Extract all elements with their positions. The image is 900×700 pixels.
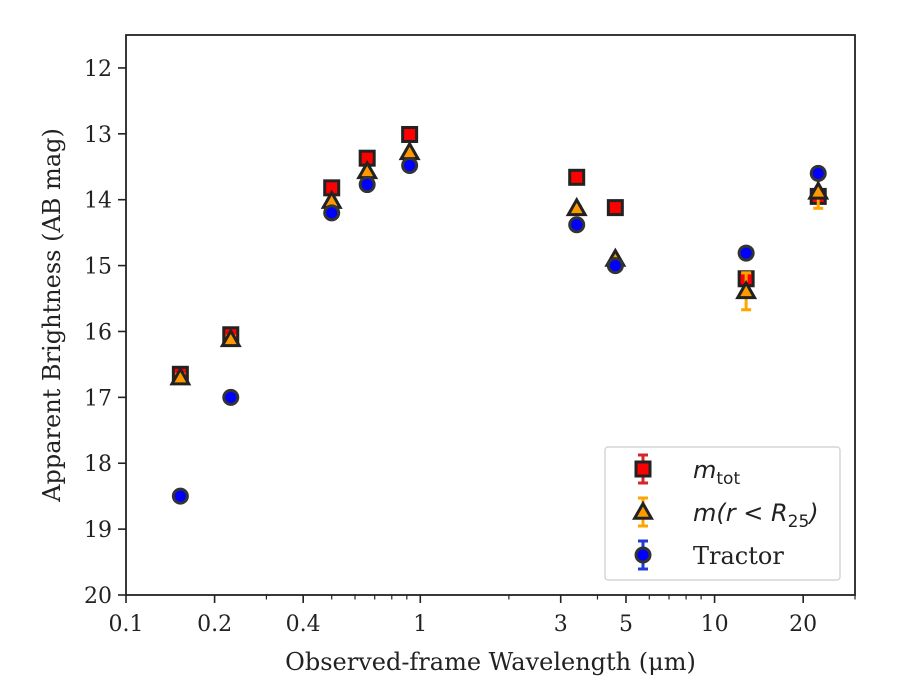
data-point-triangle bbox=[219, 327, 242, 348]
legend-label-base: m(r < R bbox=[693, 499, 788, 527]
x-tick-label: 0.2 bbox=[197, 612, 232, 637]
y-axis-label: Apparent Brightness (AB mag) bbox=[38, 128, 66, 503]
legend: mtot m(r < R25) Tractor bbox=[604, 446, 841, 581]
legend-label-base: Tractor bbox=[693, 542, 784, 570]
legend-marker-circle bbox=[634, 546, 652, 564]
data-point-circle bbox=[358, 176, 376, 194]
x-tick-label: 20 bbox=[789, 612, 817, 637]
legend-label-subscript: 25 bbox=[788, 512, 810, 532]
series-tot bbox=[171, 125, 827, 383]
y-tick-label: 12 bbox=[84, 57, 112, 82]
y-tick-label: 20 bbox=[84, 584, 112, 609]
y-tick-label: 14 bbox=[84, 189, 112, 214]
legend-item-tot: mtot bbox=[634, 453, 740, 489]
x-tick-label: 0.4 bbox=[286, 612, 321, 637]
x-axis-label: Observed-frame Wavelength (μm) bbox=[285, 648, 696, 676]
data-point-square bbox=[606, 199, 624, 217]
data-point-circle bbox=[568, 216, 586, 234]
y-tick-label: 15 bbox=[84, 255, 112, 280]
x-tick-label: 3 bbox=[554, 612, 568, 637]
data-point-triangle bbox=[169, 366, 192, 386]
legend-label-suffix: ) bbox=[807, 499, 818, 527]
legend-marker-triangle bbox=[632, 500, 654, 520]
y-tick-label: 18 bbox=[84, 452, 112, 477]
legend-label: mtot bbox=[693, 456, 740, 489]
legend-item-tractor: Tractor bbox=[634, 539, 784, 571]
x-tick-label: 5 bbox=[619, 612, 633, 637]
data-point-circle bbox=[401, 156, 419, 174]
legend-label: Tractor bbox=[693, 542, 784, 570]
data-point-triangle bbox=[807, 180, 830, 200]
data-point-circle bbox=[737, 244, 755, 262]
data-point-triangle bbox=[735, 279, 758, 300]
data-point-triangle bbox=[565, 196, 588, 217]
legend-marker-square bbox=[634, 460, 652, 478]
y-tick-label: 19 bbox=[84, 518, 112, 543]
data-points bbox=[169, 125, 830, 505]
x-tick-label: 10 bbox=[701, 612, 729, 637]
data-point-circle bbox=[222, 388, 240, 406]
series-tractor bbox=[171, 156, 827, 505]
legend-label-base: m bbox=[693, 456, 716, 484]
series-r25 bbox=[169, 140, 830, 386]
x-tick-label: 1 bbox=[413, 612, 427, 637]
data-point-circle bbox=[171, 487, 189, 505]
legend-label-subscript: tot bbox=[716, 469, 740, 489]
legend-item-r25: m(r < R25) bbox=[632, 496, 819, 532]
y-tick-label: 17 bbox=[84, 386, 112, 411]
x-tick-label: 0.1 bbox=[109, 612, 144, 637]
y-tick-label: 16 bbox=[84, 320, 112, 345]
data-point-square bbox=[401, 125, 419, 143]
legend-label: m(r < R25) bbox=[693, 499, 819, 532]
data-point-square bbox=[568, 168, 586, 186]
plot-frame bbox=[125, 34, 856, 596]
data-point-circle bbox=[606, 257, 624, 275]
data-point-circle bbox=[323, 204, 341, 222]
legend-box bbox=[604, 446, 841, 581]
data-point-triangle bbox=[398, 140, 421, 161]
data-point-circle bbox=[809, 164, 827, 182]
y-tick-label: 13 bbox=[84, 123, 112, 148]
